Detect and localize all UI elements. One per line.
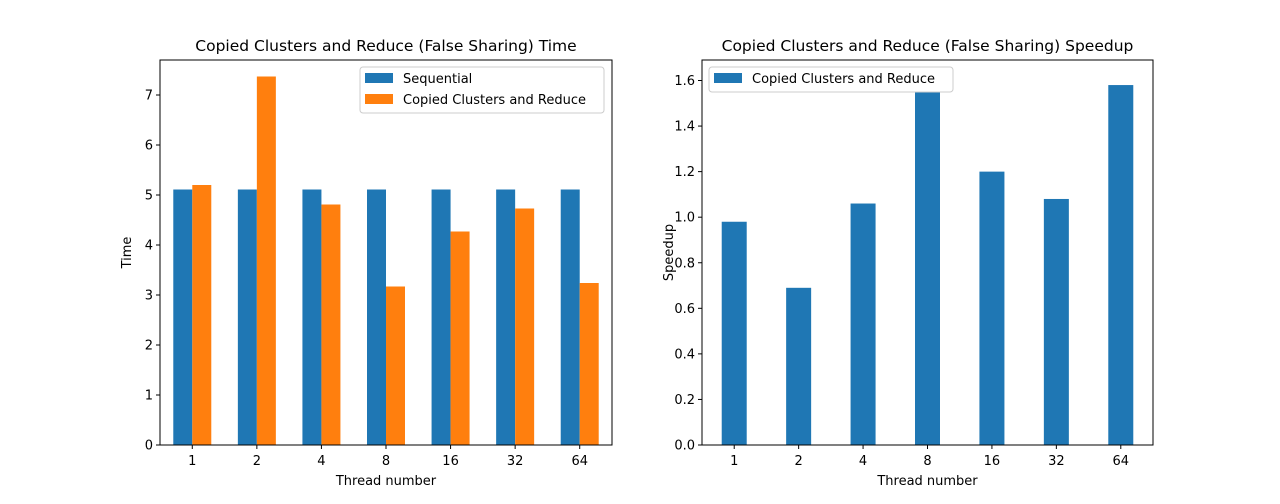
y-tick-label: 1.6	[674, 74, 695, 89]
x-tick-label: 4	[859, 454, 867, 469]
bar-sequential-1	[173, 189, 193, 445]
x-tick-label: 64	[1113, 454, 1130, 469]
x-tick-label: 2	[795, 454, 803, 469]
x-tick-label: 64	[571, 454, 588, 469]
x-tick-label: 16	[984, 454, 1001, 469]
x-axis-label: Thread number	[335, 474, 437, 489]
y-tick-label: 0.0	[674, 439, 695, 454]
bar-copied-clusters-and-reduce-1	[721, 221, 747, 445]
legend-box	[708, 66, 954, 93]
legend: Copied Clusters and Reduce	[708, 66, 954, 93]
legend-label: Copied Clusters and Reduce	[752, 72, 935, 87]
bar-copied-clusters-and-reduce-4	[850, 203, 876, 445]
bar-sequential-2	[237, 189, 257, 445]
legend-box	[359, 66, 605, 114]
y-tick-label: 3	[145, 289, 153, 304]
y-tick-label: 1.4	[674, 120, 695, 135]
bar-copied-clusters-and-reduce-2	[256, 76, 276, 445]
x-tick-label: 32	[1048, 454, 1065, 469]
y-tick-label: 7	[145, 89, 153, 104]
legend: Sequential Copied Clusters and Reduce	[359, 66, 605, 114]
legend-swatch	[714, 73, 742, 83]
bar-copied-clusters-and-reduce-4	[321, 204, 341, 445]
bar-copied-clusters-and-reduce-64	[579, 283, 599, 445]
legend-swatch	[365, 94, 393, 104]
y-axis-label: Time	[120, 237, 135, 270]
bar-copied-clusters-and-reduce-32	[1043, 198, 1069, 445]
y-tick-label: 1.0	[674, 211, 695, 226]
y-tick-label: 1	[145, 389, 153, 404]
y-tick-label: 0.6	[674, 302, 695, 317]
bar-copied-clusters-and-reduce-16	[979, 171, 1005, 446]
bar-copied-clusters-and-reduce-32	[515, 208, 535, 445]
x-tick-label: 4	[317, 454, 325, 469]
chart-title: Copied Clusters and Reduce (False Sharin…	[195, 37, 576, 55]
chart-title: Copied Clusters and Reduce (False Sharin…	[722, 37, 1134, 55]
speedup-chart-panel: 1 2 4 8 16 32 64 0.0 0.2 0.4 0.6 0.8 1.0 1.2 1.4 1.6 Cop…	[662, 37, 1154, 489]
x-axis-label: Thread number	[876, 474, 978, 489]
bar-copied-clusters-and-reduce-8	[915, 78, 940, 445]
bar-sequential-4	[302, 189, 322, 445]
bar-copied-clusters-and-reduce-1	[192, 185, 212, 445]
bar-sequential-16	[431, 189, 451, 445]
bar-sequential-8	[367, 189, 386, 445]
bar-copied-clusters-and-reduce-8	[386, 286, 405, 445]
y-tick-label: 5	[145, 189, 153, 204]
y-tick-label: 0.2	[674, 393, 695, 408]
x-tick-label: 8	[923, 454, 931, 469]
x-tick-label: 32	[507, 454, 524, 469]
y-tick-label: 0	[145, 439, 153, 454]
x-tick-label: 8	[382, 454, 390, 469]
legend-swatch	[365, 73, 393, 83]
y-tick-label: 0.4	[674, 347, 695, 362]
y-tick-label: 4	[145, 239, 153, 254]
bar-copied-clusters-and-reduce-16	[450, 231, 470, 445]
legend-label: Copied Clusters and Reduce	[403, 93, 586, 108]
y-tick-label: 6	[145, 139, 153, 154]
bar-copied-clusters-and-reduce-2	[786, 287, 812, 445]
x-tick-label: 1	[730, 454, 738, 469]
y-tick-label: 2	[145, 339, 153, 354]
y-tick-label: 1.2	[674, 165, 695, 180]
bar-sequential-32	[496, 189, 516, 445]
bar-copied-clusters-and-reduce-64	[1108, 85, 1134, 445]
bar-sequential-64	[560, 189, 580, 445]
x-tick-label: 1	[188, 454, 196, 469]
x-tick-label: 2	[253, 454, 261, 469]
legend-label: Sequential	[403, 72, 472, 87]
y-axis-label: Speedup	[662, 224, 677, 281]
time-chart-panel: 1 2 4 8 16 32 64 0 1 2 3 4 5 6 7 Copied Clusters and Re…	[120, 37, 613, 489]
x-tick-label: 16	[442, 454, 459, 469]
y-tick-label: 0.8	[674, 256, 695, 271]
